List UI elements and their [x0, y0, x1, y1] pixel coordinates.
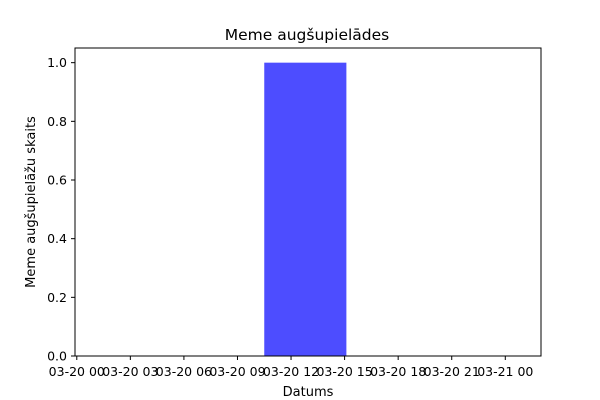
x-tick-label-7: 03-20 21 — [424, 364, 480, 379]
x-tick-label-1: 03-20 03 — [102, 364, 158, 379]
y-tick-label-0: 0.0 — [47, 349, 67, 364]
x-tick-label-0: 03-20 00 — [49, 364, 105, 379]
y-tick-label-1: 0.2 — [47, 290, 67, 305]
y-tick-label-5: 1.0 — [47, 55, 67, 70]
y-tick-label-2: 0.4 — [47, 231, 67, 246]
bar-0 — [264, 62, 347, 357]
y-tick-label-4: 0.8 — [47, 114, 67, 129]
x-axis-title: Datums — [283, 385, 334, 400]
x-tick-label-8: 03-21 00 — [477, 364, 533, 379]
bars-layer — [264, 62, 347, 357]
y-axis-title: Meme augšupielāžu skaits — [24, 116, 39, 288]
chart-title: Meme augšupielādes — [225, 26, 389, 44]
x-tick-label-3: 03-20 09 — [209, 364, 265, 379]
x-tick-label-4: 03-20 12 — [263, 364, 319, 379]
x-tick-label-2: 03-20 06 — [156, 364, 212, 379]
y-tick-label-3: 0.6 — [47, 173, 67, 188]
x-tick-label-6: 03-20 18 — [370, 364, 426, 379]
x-tick-label-5: 03-20 15 — [316, 364, 372, 379]
plot-frame — [74, 47, 542, 357]
